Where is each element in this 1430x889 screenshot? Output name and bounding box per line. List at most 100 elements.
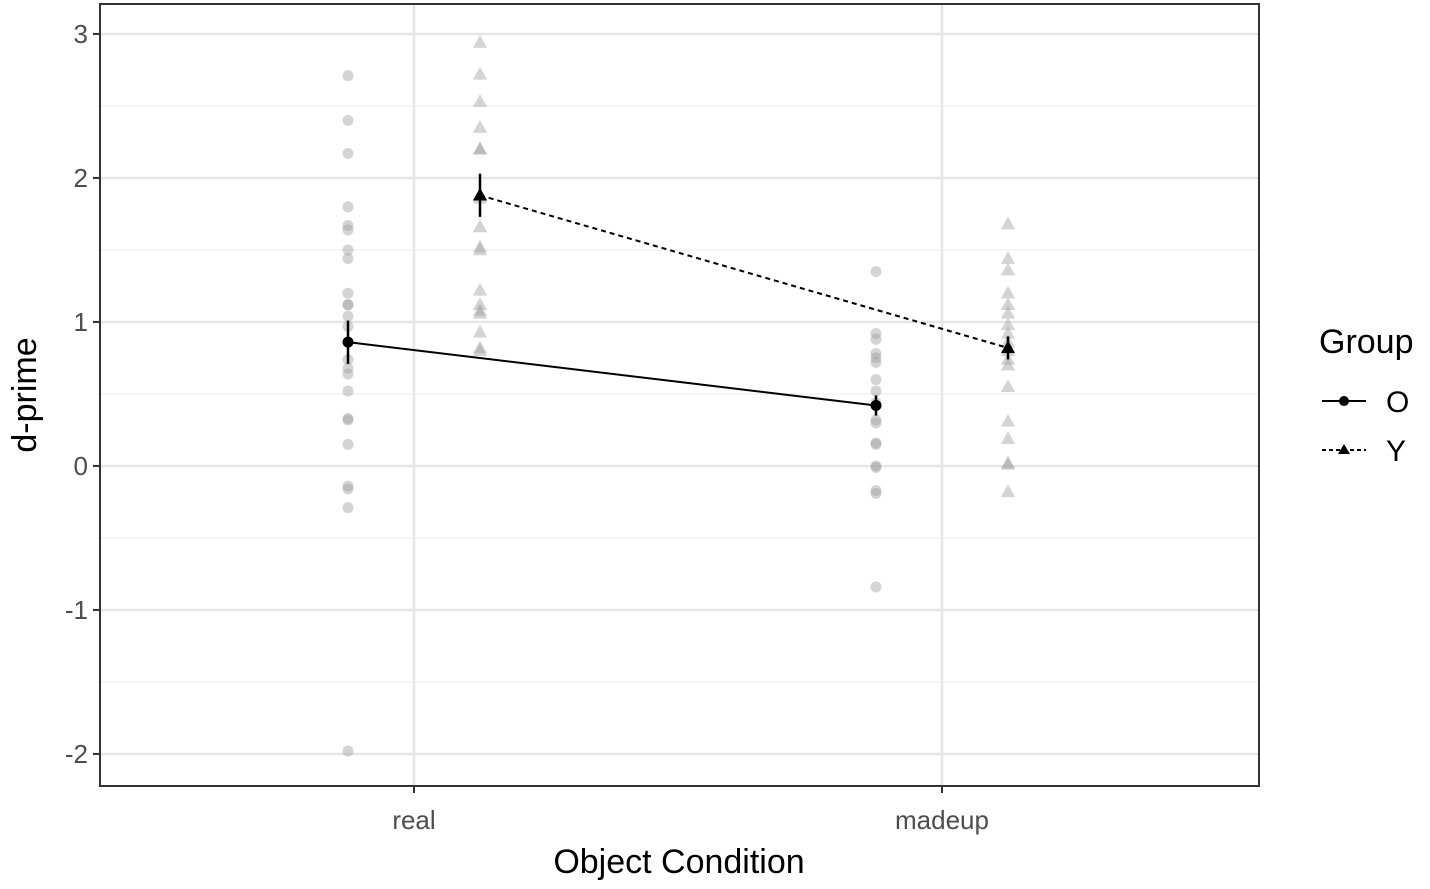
- y-tick-label: 3: [74, 19, 88, 49]
- raw-point-o: [870, 333, 882, 345]
- raw-point-o: [342, 483, 354, 495]
- y-tick-label: -1: [65, 595, 88, 625]
- raw-point-o: [342, 385, 354, 397]
- raw-point-o: [342, 224, 354, 236]
- raw-point-y: [472, 35, 488, 48]
- mean-line-y: [479, 194, 1009, 349]
- raw-point-o: [342, 368, 354, 380]
- raw-point-o: [870, 328, 882, 340]
- raw-point-y: [1000, 317, 1016, 331]
- raw-point-y: [1000, 216, 1016, 230]
- raw-point-y: [472, 141, 488, 155]
- grid-minor: [100, 105, 1259, 683]
- y-axis-title: d-prime: [6, 337, 44, 452]
- legend-title: Group: [1319, 323, 1414, 361]
- raw-point-o: [870, 437, 882, 449]
- raw-point-y: [472, 305, 488, 319]
- raw-point-y: [1000, 305, 1016, 319]
- raw-point-o: [342, 70, 354, 82]
- y-tick-label: 0: [74, 451, 88, 481]
- raw-point-o: [870, 352, 882, 364]
- raw-point-o: [870, 356, 882, 368]
- raw-point-o: [342, 220, 354, 232]
- mean-points-layer: [342, 187, 1016, 412]
- raw-point-y: [472, 141, 488, 155]
- raw-point-o: [342, 745, 354, 757]
- raw-point-y: [472, 120, 488, 133]
- grid-major: [100, 4, 1259, 786]
- raw-point-o: [342, 502, 354, 514]
- raw-point-y: [1000, 326, 1016, 339]
- raw-point-y: [472, 239, 488, 253]
- raw-point-y: [472, 94, 488, 107]
- x-axis-title: Object Condition: [553, 843, 804, 881]
- raw-point-o: [870, 348, 882, 360]
- mean-point-y: [472, 187, 488, 201]
- raw-point-y: [1000, 297, 1016, 310]
- raw-point-y: [472, 282, 488, 296]
- raw-point-o: [342, 201, 354, 213]
- raw-point-y: [472, 343, 488, 357]
- raw-point-y: [472, 242, 488, 256]
- raw-point-o: [870, 438, 882, 450]
- raw-point-o: [342, 287, 354, 299]
- raw-point-o: [342, 310, 354, 322]
- raw-point-o: [870, 385, 882, 397]
- mean-point-o: [870, 400, 882, 412]
- legend-label-o: O: [1386, 386, 1409, 419]
- mean-lines-layer: [347, 194, 1009, 407]
- plot-border: [99, 3, 1260, 787]
- raw-point-y: [472, 297, 488, 310]
- mean-point-y: [1000, 340, 1016, 354]
- x-tick-label: real: [392, 805, 435, 835]
- raw-point-o: [342, 480, 354, 492]
- raw-point-o: [342, 299, 354, 311]
- raw-point-y: [1000, 484, 1016, 498]
- raw-point-y: [1000, 285, 1016, 299]
- raw-point-o: [342, 412, 354, 424]
- x-axis: real madeup: [392, 786, 989, 835]
- legend: Group O Y: [1319, 323, 1414, 468]
- raw-point-o: [342, 438, 354, 450]
- legend-label-y: Y: [1386, 435, 1406, 468]
- legend-key-marker-o: [1339, 396, 1349, 406]
- mean-line-o: [347, 341, 877, 407]
- raw-point-o: [870, 417, 882, 429]
- raw-point-o: [870, 374, 882, 386]
- raw-point-y: [472, 340, 488, 354]
- y-tick-label: -2: [65, 739, 88, 769]
- raw-point-o: [342, 362, 354, 374]
- raw-point-y: [1000, 262, 1016, 276]
- raw-point-y: [1000, 357, 1016, 371]
- raw-point-o: [870, 460, 882, 472]
- raw-point-o: [342, 114, 354, 126]
- raw-point-o: [342, 299, 354, 311]
- raw-point-y: [1000, 413, 1016, 427]
- raw-point-o: [342, 414, 354, 426]
- y-tick-label: 1: [74, 307, 88, 337]
- raw-point-o: [342, 148, 354, 160]
- raw-point-y: [1000, 251, 1016, 264]
- raw-point-y: [472, 324, 488, 338]
- raw-point-y: [1000, 457, 1016, 470]
- raw-point-y: [1000, 431, 1016, 444]
- y-axis: -2 -1 0 1 2 3: [65, 19, 100, 769]
- raw-point-y: [472, 66, 488, 80]
- plot-panel: [100, 4, 1259, 786]
- raw-point-o: [870, 581, 882, 593]
- raw-points-layer: [342, 35, 1016, 757]
- legend-key-marker-y: [1338, 444, 1350, 454]
- raw-point-o: [870, 461, 882, 473]
- raw-point-o: [870, 414, 882, 426]
- raw-point-y: [1000, 379, 1016, 393]
- raw-point-y: [1000, 455, 1016, 469]
- raw-point-o: [342, 244, 354, 256]
- x-tick-label: madeup: [895, 805, 989, 835]
- raw-point-o: [342, 253, 354, 265]
- raw-point-y: [472, 302, 488, 316]
- raw-point-o: [870, 487, 882, 499]
- raw-point-o: [870, 266, 882, 278]
- raw-point-o: [870, 484, 882, 496]
- mean-point-o: [342, 336, 354, 348]
